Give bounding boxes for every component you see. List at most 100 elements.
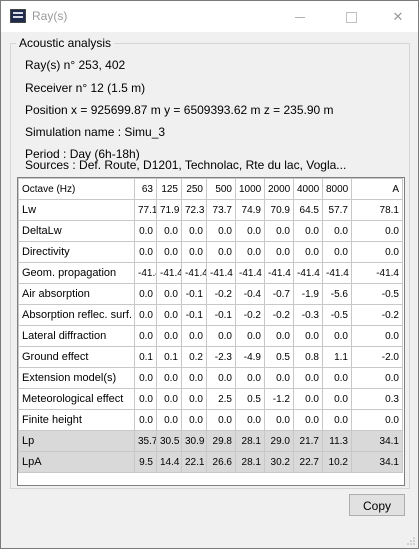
table-cell: 0.0: [134, 325, 157, 347]
table-cell: 0.0: [156, 241, 182, 263]
table-row[interactable]: Meteorological effect 0.0 0.0 0.0 2.5 0.5 -1.2…: [18, 388, 403, 410]
info-simulation-name: Simulation name : Simu_3: [25, 125, 166, 139]
table-row[interactable]: Finite height 0.0 0.0 0.0 0.0 0.0 0.0 0.0 0.0 0.0: [18, 409, 403, 431]
header-col-250[interactable]: 250: [181, 178, 207, 200]
table-cell: 0.0: [156, 367, 182, 389]
table-cell: 0.0: [293, 241, 323, 263]
table-cell: -41.4: [351, 262, 403, 284]
table-row[interactable]: Ground effect 0.1 0.1 0.2 -2.3 -4.9 0.5 0.8 1.1-…: [18, 346, 403, 368]
table-cell: 0.0: [156, 325, 182, 347]
row-label: Finite height: [18, 409, 135, 431]
table-cell: 0.5: [235, 388, 265, 410]
table-cell: 0.0: [181, 220, 207, 242]
header-col-2000[interactable]: 2000: [264, 178, 294, 200]
header-col-1000[interactable]: 1000: [235, 178, 265, 200]
table-cell: -0.7: [264, 283, 294, 305]
table-cell: -41.4: [156, 262, 182, 284]
ray-app-icon[interactable]: [10, 9, 26, 23]
row-label: Lp: [18, 430, 135, 452]
table-cell: 0.0: [134, 367, 157, 389]
acoustic-data-grid[interactable]: Octave (Hz) 63 125 250 500 1000 2000 4000 8000 A…: [17, 177, 405, 486]
resize-grip-icon[interactable]: [406, 536, 416, 546]
table-cell: 0.0: [181, 388, 207, 410]
table-cell: 0.0: [322, 241, 352, 263]
acoustic-analysis-group: [10, 43, 410, 489]
table-cell: 0.0: [181, 241, 207, 263]
table-cell: 34.1: [351, 451, 403, 473]
header-octave[interactable]: Octave (Hz): [18, 178, 135, 200]
header-col-a[interactable]: A: [351, 178, 403, 200]
summary-row[interactable]: LpA 9.5 14.4 22.1 26.6 28.1 30.2 22.7 10.2 34.1: [18, 451, 403, 473]
copy-button[interactable]: Copy: [349, 494, 405, 516]
table-cell: -0.1: [206, 304, 236, 326]
maximize-icon: [345, 12, 357, 24]
row-label: Ground effect: [18, 346, 135, 368]
table-cell: -2.3: [206, 346, 236, 368]
table-cell: -41.4: [322, 262, 352, 284]
table-cell: 0.0: [322, 409, 352, 431]
table-cell: -5.6: [322, 283, 352, 305]
row-label: Air absorption: [18, 283, 135, 305]
table-cell: -41.4: [235, 262, 265, 284]
table-row[interactable]: Directivity 0.0 0.0 0.0 0.0 0.0 0.0 0.0 0.0 0.0: [18, 241, 403, 263]
row-label: Lateral diffraction: [18, 325, 135, 347]
table-row[interactable]: Extension model(s) 0.0 0.0 0.0 0.0 0.0 0.0 0.0 0…: [18, 367, 403, 389]
summary-row[interactable]: Lp 35.7 30.5 30.9 29.8 28.1 29.0 21.7 11.3 34.1: [18, 430, 403, 452]
table-cell: -0.2: [206, 283, 236, 305]
table-row[interactable]: Geom. propagation-41.4-41.4-41.4-41.4-41…: [18, 262, 403, 284]
table-cell: 72.3: [181, 199, 207, 221]
table-cell: 0.0: [351, 325, 403, 347]
table-cell: -0.5: [322, 304, 352, 326]
table-cell: 0.0: [134, 304, 157, 326]
header-col-63[interactable]: 63: [134, 178, 157, 200]
table-cell: 0.0: [156, 388, 182, 410]
table-cell: 0.0: [134, 220, 157, 242]
title-bar[interactable]: Ray(s) ✕: [1, 1, 418, 32]
table-cell: 0.0: [351, 409, 403, 431]
table-cell: -1.2: [264, 388, 294, 410]
table-cell: 34.1: [351, 430, 403, 452]
row-label: Absorption reflec. surf.: [18, 304, 135, 326]
minimize-icon: [295, 17, 305, 19]
table-row[interactable]: Absorption reflec. surf. 0.0 0.0 -0.1 -0.1 -0…: [18, 304, 403, 326]
table-cell: 0.0: [293, 367, 323, 389]
table-cell: 1.1: [322, 346, 352, 368]
table-cell: 26.6: [206, 451, 236, 473]
table-cell: 0.0: [206, 325, 236, 347]
table-cell: 0.0: [134, 241, 157, 263]
table-cell: 0.0: [264, 409, 294, 431]
row-label: Extension model(s): [18, 367, 135, 389]
table-cell: 0.0: [134, 283, 157, 305]
header-col-500[interactable]: 500: [206, 178, 236, 200]
table-cell: 0.0: [293, 220, 323, 242]
header-col-4000[interactable]: 4000: [293, 178, 323, 200]
table-cell: 73.7: [206, 199, 236, 221]
table-cell: 30.9: [181, 430, 207, 452]
close-button[interactable]: ✕: [381, 1, 415, 32]
table-cell: 0.0: [235, 409, 265, 431]
table-row[interactable]: DeltaLw 0.0 0.0 0.0 0.0 0.0 0.0 0.0 0.0 0.0: [18, 220, 403, 242]
table-cell: 0.0: [293, 325, 323, 347]
minimize-button[interactable]: [283, 1, 317, 32]
maximize-button[interactable]: [334, 1, 368, 32]
table-cell: 0.5: [264, 346, 294, 368]
table-cell: 0.0: [156, 220, 182, 242]
table-cell: 0.0: [156, 283, 182, 305]
table-row[interactable]: Lateral diffraction 0.0 0.0 0.0 0.0 0.0 0.0 0.0…: [18, 325, 403, 347]
table-cell: -41.4: [134, 262, 157, 284]
table-row[interactable]: Lw 77.1 71.9 72.3 73.7 74.9 70.9 64.5 57.7 78.1: [18, 199, 403, 221]
row-label: LpA: [18, 451, 135, 473]
table-cell: 0.0: [293, 409, 323, 431]
table-cell: 9.5: [134, 451, 157, 473]
row-label: Meteorological effect: [18, 388, 135, 410]
table-cell: 0.0: [181, 325, 207, 347]
table-cell: 28.1: [235, 430, 265, 452]
table-row[interactable]: Air absorption 0.0 0.0 -0.1 -0.2 -0.4 -0.7 -1.9…: [18, 283, 403, 305]
header-col-8000[interactable]: 8000: [322, 178, 352, 200]
table-cell: 0.0: [235, 220, 265, 242]
header-col-125[interactable]: 125: [156, 178, 182, 200]
table-cell: 0.0: [206, 367, 236, 389]
acoustic-table: Octave (Hz) 63 125 250 500 1000 2000 4000 8000 A…: [18, 178, 403, 473]
table-cell: 0.1: [156, 346, 182, 368]
table-cell: 30.5: [156, 430, 182, 452]
